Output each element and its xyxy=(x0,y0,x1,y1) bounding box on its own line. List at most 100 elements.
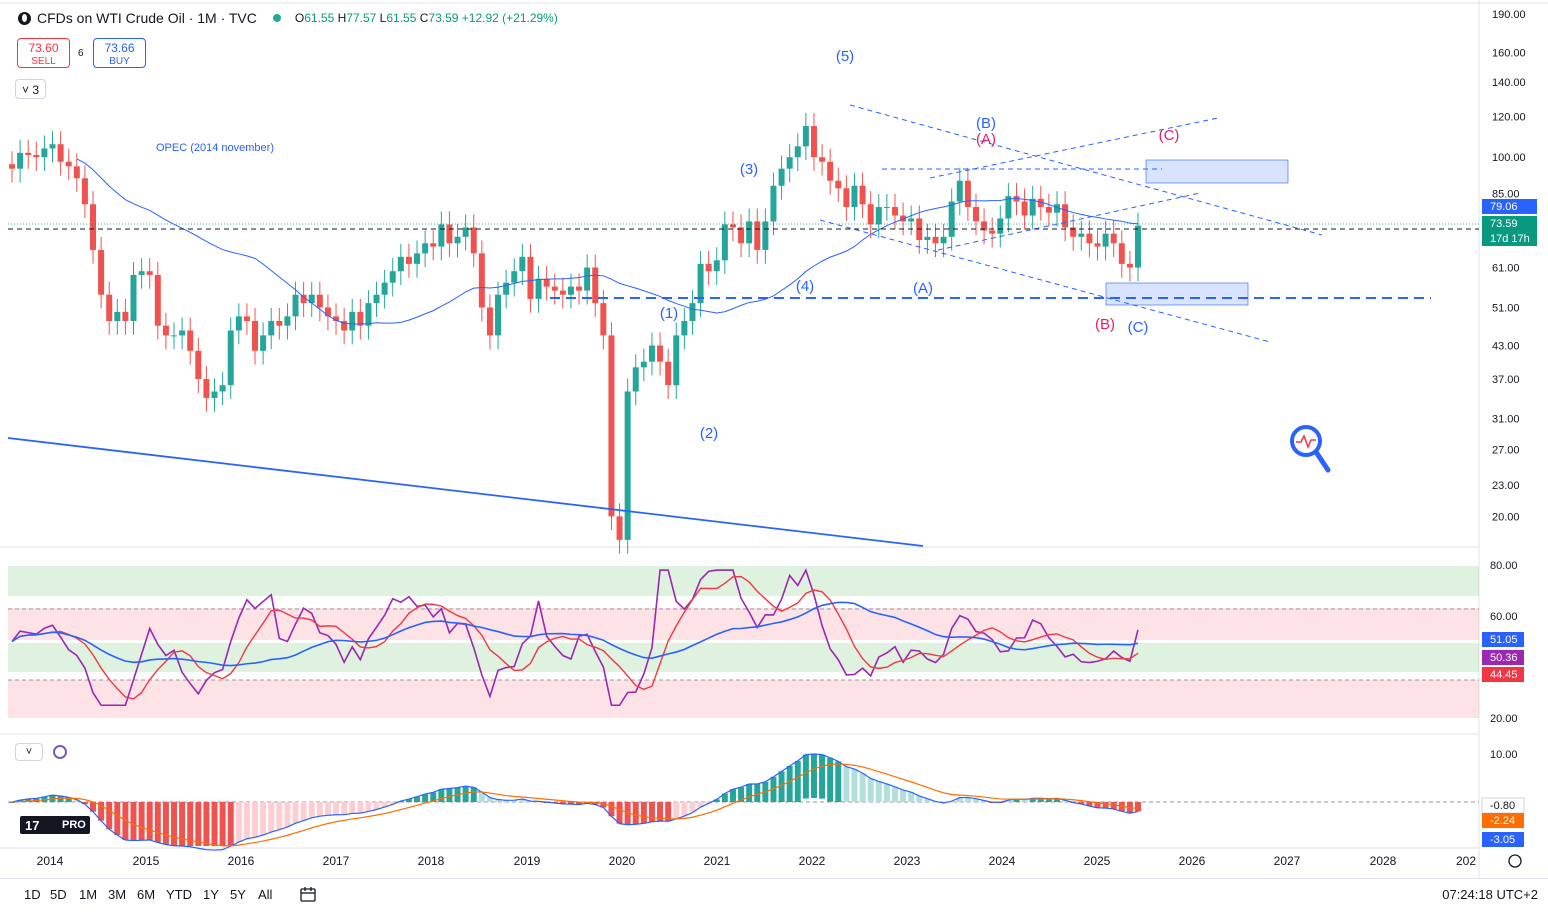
price-tick-160.00: 160.00 xyxy=(1492,47,1526,59)
refresh-icon[interactable] xyxy=(53,745,67,759)
price-tick-31.00: 31.00 xyxy=(1492,414,1520,426)
candle-body xyxy=(851,185,858,208)
channel-upper[interactable] xyxy=(849,104,1323,236)
calendar-icon[interactable] xyxy=(299,885,317,903)
macd-histogram-bar xyxy=(859,773,866,802)
macd-signal-line xyxy=(11,763,1139,847)
candle-body xyxy=(430,243,437,247)
range-button-ytd[interactable]: YTD xyxy=(166,887,192,902)
candle-body xyxy=(567,286,574,295)
macd-histogram-bar xyxy=(195,802,202,846)
wedge-upper[interactable] xyxy=(929,117,1219,179)
candle-body xyxy=(146,271,153,275)
time-tick-2028: 2028 xyxy=(1370,854,1397,868)
macd-histogram-bar xyxy=(219,802,226,846)
candle-body xyxy=(778,168,785,186)
candle-body xyxy=(25,152,32,156)
candle-body xyxy=(1021,201,1028,216)
macd-histogram-bar xyxy=(227,802,234,846)
macd-histogram-bar xyxy=(867,778,874,802)
range-button-6m[interactable]: 6M xyxy=(137,887,156,902)
market-status-icon[interactable] xyxy=(272,14,281,22)
tradingview-logo[interactable]: 17 PRO xyxy=(20,816,90,834)
candle-body xyxy=(365,303,372,326)
macd-histogram-bar xyxy=(786,765,793,802)
candle-body xyxy=(964,180,971,208)
range-button-all[interactable]: All xyxy=(258,887,273,902)
range-button-1y[interactable]: 1Y xyxy=(203,887,219,902)
clock[interactable]: 07:24:18 UTC+2 xyxy=(1442,887,1538,902)
symbol-title[interactable]: CFDs on WTI Crude Oil · 1M · TVC xyxy=(37,10,257,26)
target-zone-lower[interactable] xyxy=(1105,282,1249,306)
rsi-badge-2: 44.45 xyxy=(1490,669,1518,681)
price-badge-0: 79.06 xyxy=(1490,201,1518,213)
candle-body xyxy=(810,126,817,158)
wave-label-c-red: (C) xyxy=(1159,127,1180,144)
candle-body xyxy=(1110,233,1117,244)
macd-histogram-bar xyxy=(495,799,502,802)
macd-histogram-bar xyxy=(738,787,745,802)
candle-body xyxy=(478,253,485,308)
macd-histogram-bar xyxy=(810,754,817,799)
candle-body xyxy=(495,294,502,336)
range-button-1d[interactable]: 1D xyxy=(24,887,41,902)
candle-body xyxy=(243,316,250,321)
candle-body xyxy=(33,155,40,158)
macd-line xyxy=(11,753,1139,851)
range-button-5d[interactable]: 5D xyxy=(50,887,67,902)
macd-histogram-bar xyxy=(478,792,485,802)
macd-histogram-bar xyxy=(381,802,388,808)
macd-badge-0: -0.80 xyxy=(1490,800,1515,812)
macd-histogram-bar xyxy=(284,802,291,827)
macd-histogram-bar xyxy=(956,797,963,802)
candle-body xyxy=(997,218,1004,234)
candle-body xyxy=(1102,233,1109,247)
candle-body xyxy=(171,335,178,337)
range-button-1m[interactable]: 1M xyxy=(79,887,98,902)
sell-button[interactable]: 73.60 SELL xyxy=(17,38,70,68)
ohlc-low-key: L xyxy=(379,11,387,25)
candle-body xyxy=(211,391,218,398)
candle-body xyxy=(381,282,388,295)
range-button-3m[interactable]: 3M xyxy=(108,887,127,902)
macd-histogram-bar xyxy=(519,799,526,802)
candle-body xyxy=(316,294,323,308)
long-trendline[interactable] xyxy=(7,437,924,547)
indicators-toggle-button[interactable]: ˅ 3 xyxy=(15,79,46,99)
rsi-tick-60.00: 60.00 xyxy=(1490,611,1518,623)
buy-button[interactable]: 73.66 BUY xyxy=(93,38,146,68)
rsi-badge-bg xyxy=(1482,632,1524,647)
macd-histogram-bar xyxy=(972,798,979,802)
rsi-badge-bg xyxy=(1482,650,1524,665)
macd-histogram-bar xyxy=(25,798,32,802)
macd-histogram-bar xyxy=(203,802,210,846)
macd-histogram-bar xyxy=(648,802,655,822)
candle-body xyxy=(697,263,704,304)
macd-histogram-bar xyxy=(1005,800,1012,802)
buy-label: BUY xyxy=(109,56,130,67)
candle-body xyxy=(341,320,348,331)
candle-body xyxy=(252,320,259,351)
channel-lower[interactable] xyxy=(819,219,1271,343)
candle-body xyxy=(900,215,907,222)
candle-body xyxy=(73,166,80,179)
macd-histogram-bar xyxy=(754,783,761,802)
macd-histogram-bar xyxy=(624,802,631,825)
indicators-count: 3 xyxy=(32,83,40,97)
candle-body xyxy=(90,204,97,250)
candle-body xyxy=(543,278,550,287)
target-zone-upper[interactable] xyxy=(1145,159,1289,184)
candle-body xyxy=(746,221,753,244)
macd-histogram-bar xyxy=(1078,802,1085,805)
macd-histogram-bar xyxy=(308,802,315,818)
range-button-5y[interactable]: 5Y xyxy=(230,887,246,902)
macd-histogram-bar xyxy=(851,769,858,802)
wedge-lower[interactable] xyxy=(937,192,1201,251)
macd-histogram-bar xyxy=(608,802,615,817)
price-tick-27.00: 27.00 xyxy=(1492,444,1520,456)
settings-gear-icon[interactable] xyxy=(1508,854,1522,868)
macd-histogram-bar xyxy=(470,787,477,802)
chart-header: CFDs on WTI Crude Oil · 1M · TVC O61.55 … xyxy=(18,10,558,26)
macd-collapse-button[interactable]: ˅ xyxy=(15,743,43,761)
